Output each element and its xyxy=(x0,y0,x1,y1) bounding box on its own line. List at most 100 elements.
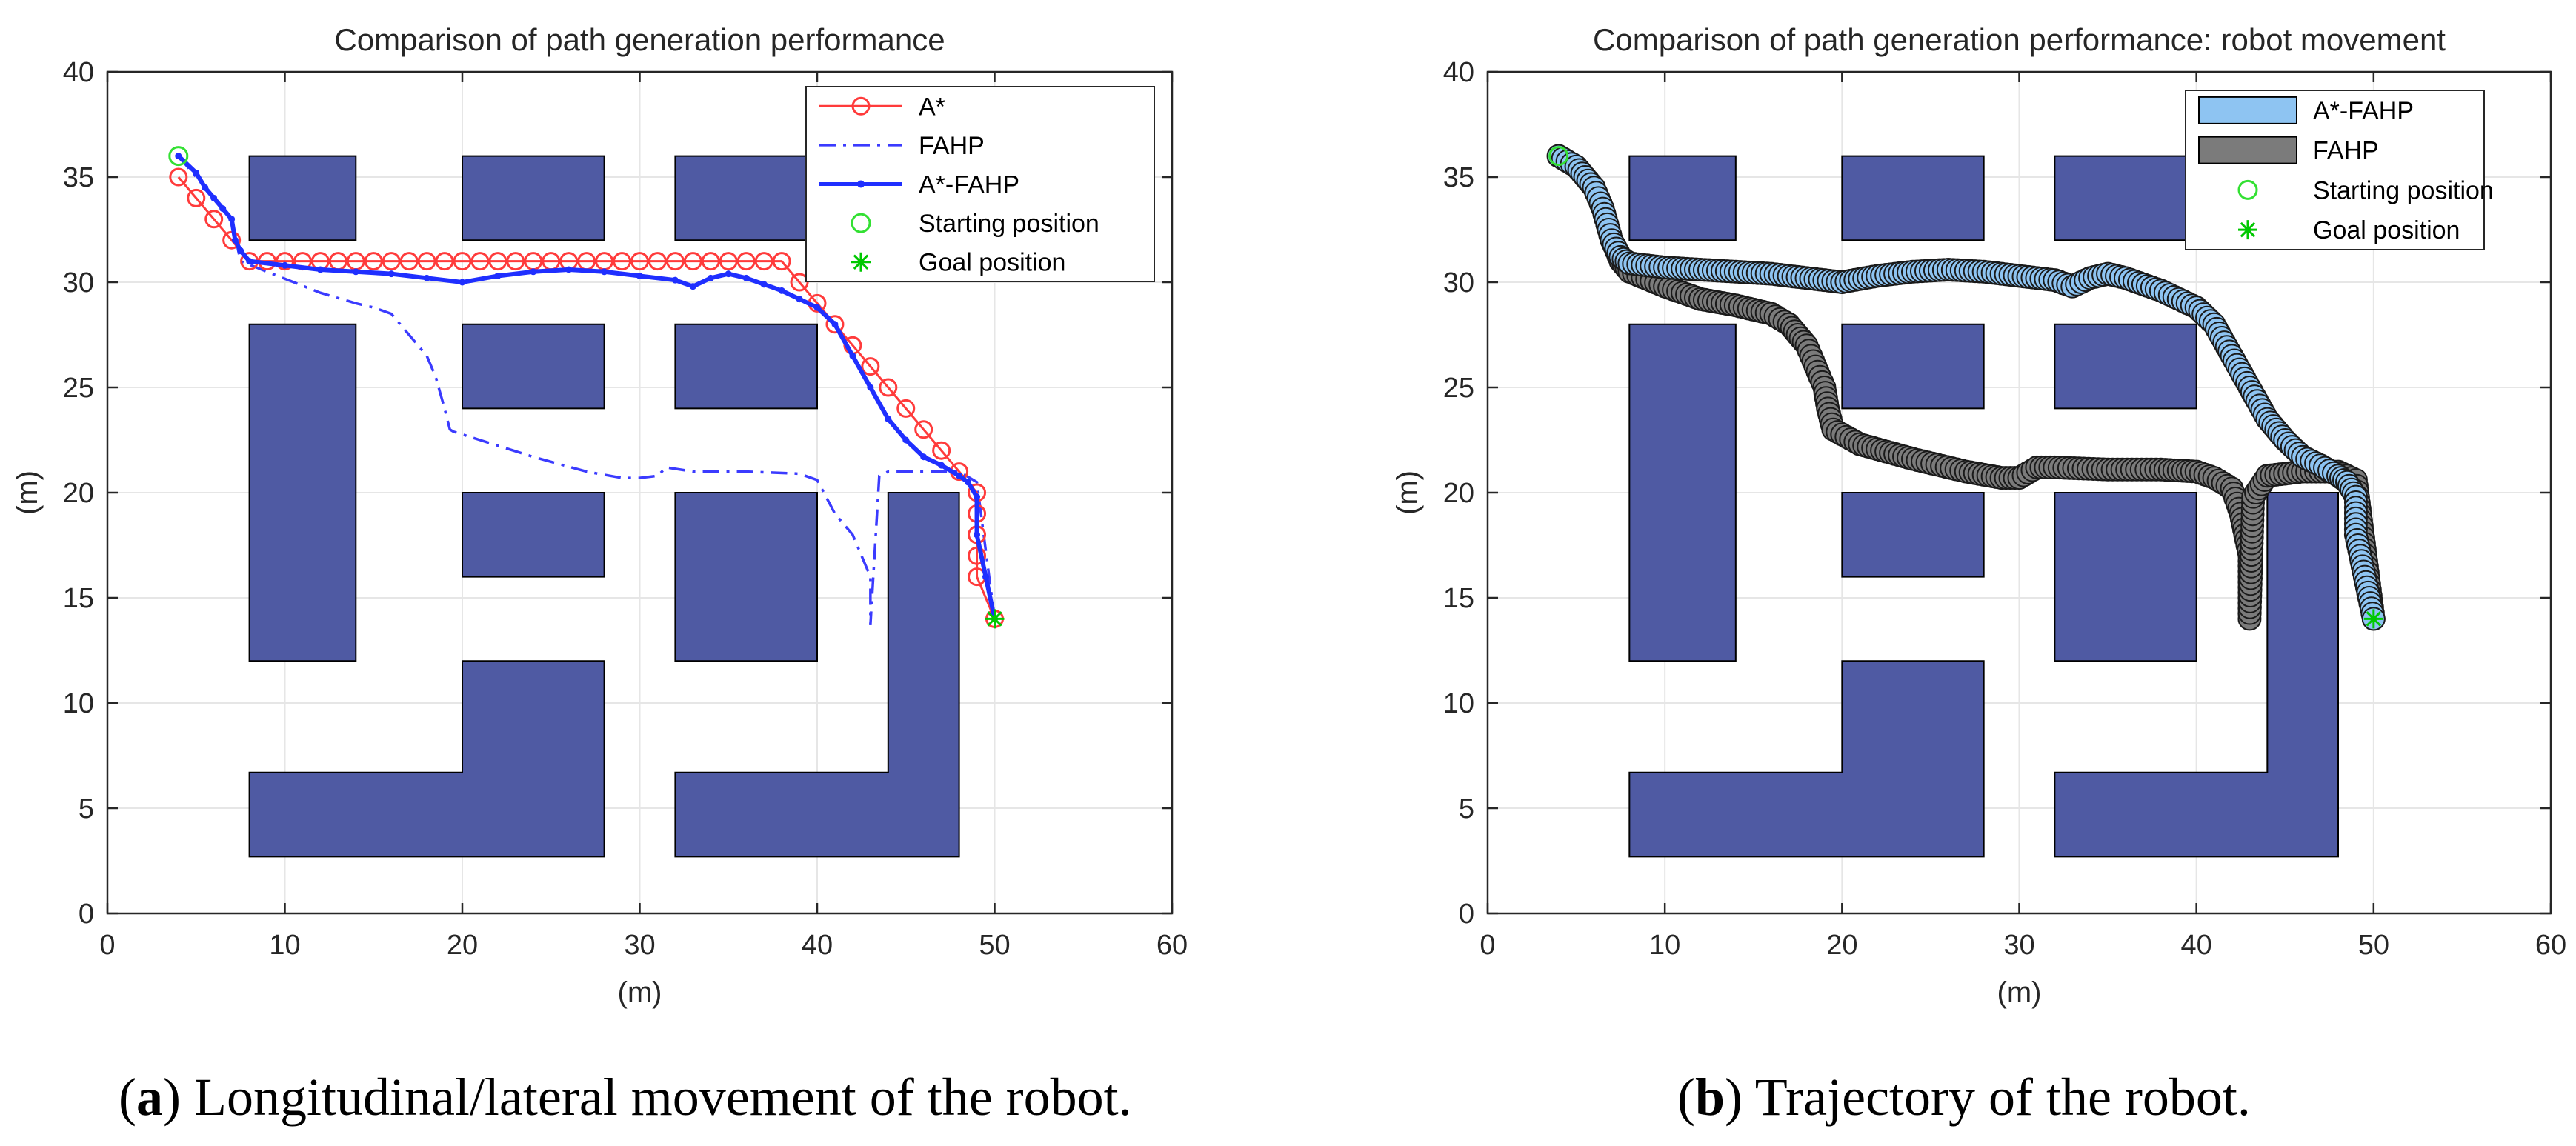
astar-fahp-point xyxy=(796,296,803,303)
astar-fahp-point xyxy=(982,573,990,581)
a-star-point xyxy=(169,167,188,187)
x-tick-label: 30 xyxy=(2003,930,2034,961)
x-tick-label: 10 xyxy=(1649,930,1680,961)
astar-fahp-point xyxy=(965,479,972,486)
series-fahp-line xyxy=(177,155,996,626)
a-star-point xyxy=(453,252,472,271)
x-tick-label: 60 xyxy=(2535,930,2566,961)
y-axis-label: (m) xyxy=(11,470,44,515)
obstacle-block xyxy=(1628,155,1737,241)
y-tick-label: 20 xyxy=(63,478,94,509)
astar-fahp-point xyxy=(219,205,227,213)
y-tick-label: 10 xyxy=(63,688,94,719)
legend-label: A*-FAHP xyxy=(2313,97,2414,125)
astar-fahp-point xyxy=(778,287,785,294)
y-tick-label: 25 xyxy=(63,373,94,404)
caption-b: (b) Trajectory of the robot. xyxy=(1677,1067,2251,1127)
astar-fahp-point xyxy=(352,268,359,276)
y-tick-label: 0 xyxy=(79,899,94,930)
astar-fahp-point xyxy=(237,247,244,254)
a-star-point xyxy=(470,252,490,271)
start-position-marker xyxy=(1548,146,1569,167)
chart-title: Comparison of path generation performanc… xyxy=(334,22,945,57)
legend-label: A* xyxy=(919,93,945,121)
astar-fahp-point xyxy=(902,436,910,444)
legend-label: Starting position xyxy=(2313,176,2494,204)
caption-a-letter: a xyxy=(136,1067,163,1127)
x-tick-label: 40 xyxy=(2181,930,2212,961)
obstacle-block xyxy=(462,492,605,578)
a-star-point xyxy=(719,252,738,271)
a-star-point xyxy=(879,378,898,397)
a-star-point xyxy=(648,252,667,271)
a-star-point xyxy=(932,441,951,460)
obstacle-block xyxy=(674,492,960,858)
a-star-point xyxy=(488,252,507,271)
x-tick-label: 40 xyxy=(802,930,833,961)
astar-fahp-point xyxy=(867,384,874,391)
legend-swatch-start xyxy=(851,213,871,233)
obstacle-block xyxy=(2054,323,2197,410)
a-star-point xyxy=(665,252,685,271)
a-star-point xyxy=(968,546,987,565)
astar-fahp-point xyxy=(494,272,502,279)
astar-fahp-point xyxy=(202,184,209,191)
astar-fahp-point xyxy=(725,270,732,278)
a-star-point xyxy=(187,188,206,207)
a-star-point xyxy=(276,252,294,271)
astar-fahp-point xyxy=(760,281,768,288)
obstacle-block xyxy=(2054,155,2197,241)
a-star-point xyxy=(861,357,880,376)
x-tick-label: 60 xyxy=(1156,930,1188,961)
y-tick-label: 30 xyxy=(63,267,94,299)
obstacle-block xyxy=(1628,660,1985,858)
y-tick-label: 30 xyxy=(1443,267,1474,299)
a-star-point xyxy=(701,252,720,271)
y-tick-label: 25 xyxy=(1443,373,1474,404)
legend-swatch-goal xyxy=(851,252,871,272)
a-star-point xyxy=(382,252,401,271)
x-tick-label: 0 xyxy=(1480,930,1495,961)
legend-swatch-goal xyxy=(2238,220,2257,240)
a-star-point xyxy=(506,252,525,271)
astar-fahp-point xyxy=(246,258,253,265)
legend-swatch-astar-fahp-marker xyxy=(857,180,865,188)
a-star-point xyxy=(435,252,454,271)
astar-fahp-point xyxy=(282,261,288,269)
obstacle-block xyxy=(2054,492,2197,662)
astar-fahp-point xyxy=(636,272,643,279)
obstacle-block xyxy=(674,323,818,410)
x-tick-label: 0 xyxy=(99,930,115,961)
caption-b-text: Trajectory of the robot. xyxy=(1754,1067,2251,1127)
astar-fahp-point xyxy=(210,194,218,201)
a-star-point xyxy=(772,252,791,271)
y-tick-label: 5 xyxy=(79,793,94,824)
a-star-point xyxy=(630,252,649,271)
a-star-point xyxy=(417,252,436,271)
astar-fahp-point xyxy=(387,270,395,278)
a-star-point xyxy=(754,252,773,271)
astar-fahp-point xyxy=(920,453,928,461)
a-star-point xyxy=(364,252,383,271)
y-tick-label: 15 xyxy=(1443,583,1474,614)
y-axis-label: (m) xyxy=(1391,470,1424,515)
y-tick-label: 0 xyxy=(1459,899,1474,930)
legend-swatch-fahp xyxy=(2198,136,2297,164)
x-tick-label: 30 xyxy=(624,930,655,961)
astar-fahp-point xyxy=(530,268,537,276)
obstacle-block xyxy=(1841,323,1985,410)
y-tick-label: 10 xyxy=(1443,688,1474,719)
astar-fahp-point xyxy=(565,266,573,273)
y-tick-label: 40 xyxy=(63,57,94,88)
chart-title: Comparison of path generation performanc… xyxy=(1593,22,2446,57)
obstacle-block xyxy=(248,660,605,858)
astar-fahp-point xyxy=(316,266,324,273)
obstacle-block xyxy=(1841,492,1985,578)
a-star-point xyxy=(399,252,419,271)
astar-fahp-point xyxy=(813,304,821,311)
x-axis-label: (m) xyxy=(618,976,662,1009)
y-tick-label: 15 xyxy=(63,583,94,614)
legend-label: Goal position xyxy=(2313,216,2460,244)
astar-fahp-point xyxy=(831,321,839,328)
